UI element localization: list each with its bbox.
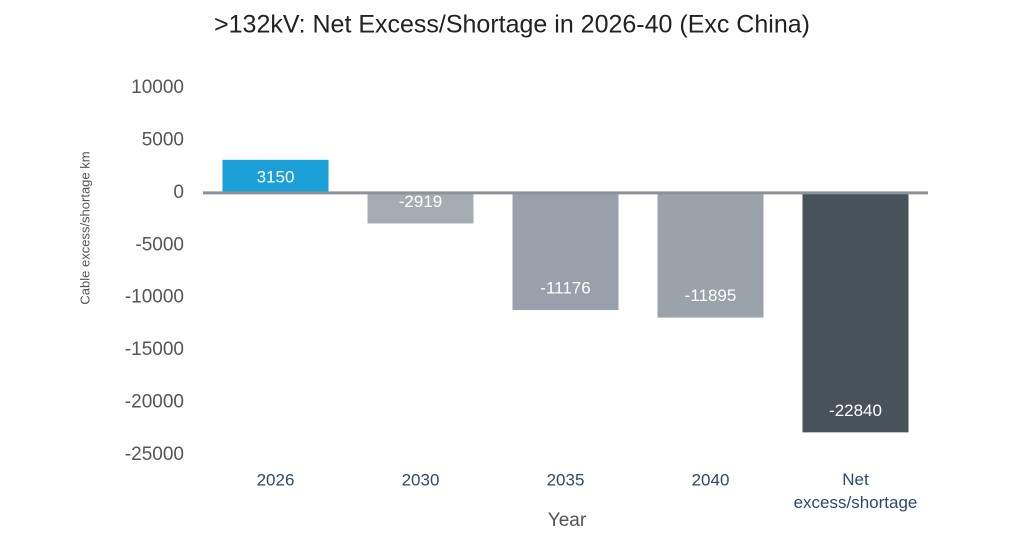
- bar: [222, 159, 329, 193]
- value-label: 3150: [257, 167, 295, 186]
- bar: [512, 192, 619, 311]
- x-tick-label: 2026: [257, 470, 295, 489]
- y-tick-label: 0: [173, 182, 184, 203]
- y-tick-label: -5000: [135, 234, 184, 255]
- x-tick-label: Net excess/shortage: [794, 470, 918, 512]
- y-tick-label: -20000: [125, 392, 184, 413]
- value-label: -2919: [399, 192, 442, 211]
- y-tick-label: 5000: [142, 129, 184, 150]
- value-label: -11895: [685, 286, 737, 305]
- x-axis-title: Year: [548, 510, 587, 531]
- y-tick-label: 10000: [131, 77, 184, 98]
- bar: [657, 192, 764, 318]
- x-tick-label: 2040: [692, 470, 730, 489]
- value-label: -11176: [540, 279, 590, 298]
- value-label: -22840: [829, 401, 882, 420]
- y-tick-label: -10000: [125, 287, 184, 308]
- y-axis-title: Cable excess/shortage km: [77, 151, 92, 304]
- x-tick-label: 2030: [402, 470, 440, 489]
- bar: [802, 192, 909, 433]
- chart-title: >132kV: Net Excess/Shortage in 2026-40 (…: [214, 11, 810, 39]
- y-tick-label: -15000: [125, 339, 184, 360]
- y-tick-label: -25000: [125, 444, 184, 465]
- bar: [367, 192, 474, 224]
- x-tick-label: 2035: [547, 470, 585, 489]
